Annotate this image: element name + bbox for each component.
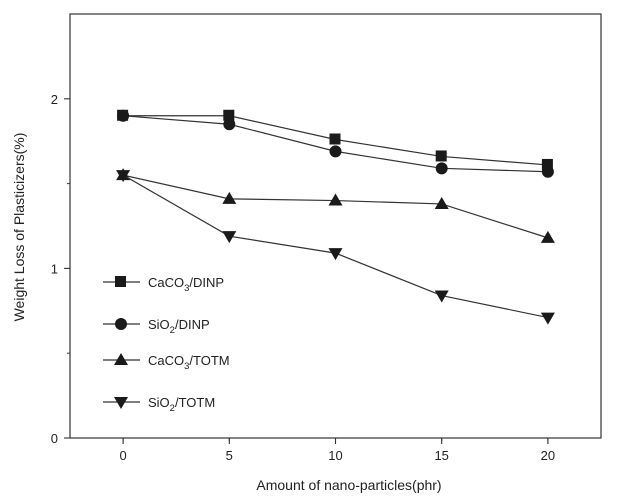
legend-label: CaCO3/TOTM <box>148 353 230 372</box>
data-point <box>435 150 447 162</box>
data-point <box>116 170 131 183</box>
data-point <box>541 158 553 170</box>
series-4 <box>116 170 555 325</box>
y-tick-label: 2 <box>51 92 58 107</box>
data-point <box>329 133 341 145</box>
axes: 0 5 10 15 20 0 1 2 <box>51 13 602 463</box>
legend-item: CaCO3/TOTM <box>103 353 230 372</box>
data-point <box>435 162 448 175</box>
data-point <box>328 248 343 261</box>
x-tick-label: 5 <box>226 448 233 463</box>
x-tick-label: 0 <box>119 448 126 463</box>
data-point <box>222 231 237 244</box>
y-tick-label: 0 <box>51 431 58 446</box>
x-tick-label: 10 <box>328 448 342 463</box>
x-tick-label: 15 <box>434 448 448 463</box>
y-axis-title: Weight Loss of Plasticizers(%) <box>11 133 27 322</box>
legend-item: CaCO3/DINP <box>103 275 224 294</box>
data-point <box>223 109 235 121</box>
data-point <box>540 312 555 325</box>
data-point <box>541 165 554 178</box>
y-tick-label: 1 <box>51 261 58 276</box>
legend-marker <box>115 318 127 330</box>
data-point <box>223 118 236 131</box>
legend-item: SiO2/DINP <box>103 317 210 336</box>
series-3 <box>116 168 555 243</box>
x-tick-label: 20 <box>541 448 555 463</box>
legend-item: SiO2/TOTM <box>103 395 215 414</box>
plot-frame <box>69 13 602 439</box>
data-point <box>434 196 449 209</box>
legend-label: SiO2/TOTM <box>148 395 215 414</box>
legend-marker <box>114 397 128 409</box>
legend-label: SiO2/DINP <box>148 317 210 336</box>
data-point <box>329 145 342 158</box>
data-point <box>328 193 343 206</box>
series-line <box>122 174 549 239</box>
data-point <box>117 109 130 122</box>
legend-marker <box>115 276 126 287</box>
series-layer <box>116 109 555 325</box>
legend: CaCO3/DINP SiO2/DINP CaCO3/TOTM SiO2/TOTM <box>103 275 230 414</box>
legend-marker <box>114 353 128 365</box>
data-point <box>540 230 555 243</box>
legend-label: CaCO3/DINP <box>148 275 224 294</box>
data-point <box>222 191 237 204</box>
series-2 <box>117 109 554 178</box>
data-point <box>434 290 449 303</box>
series-1 <box>117 109 553 170</box>
x-axis-title: Amount of nano-particles(phr) <box>256 477 441 493</box>
